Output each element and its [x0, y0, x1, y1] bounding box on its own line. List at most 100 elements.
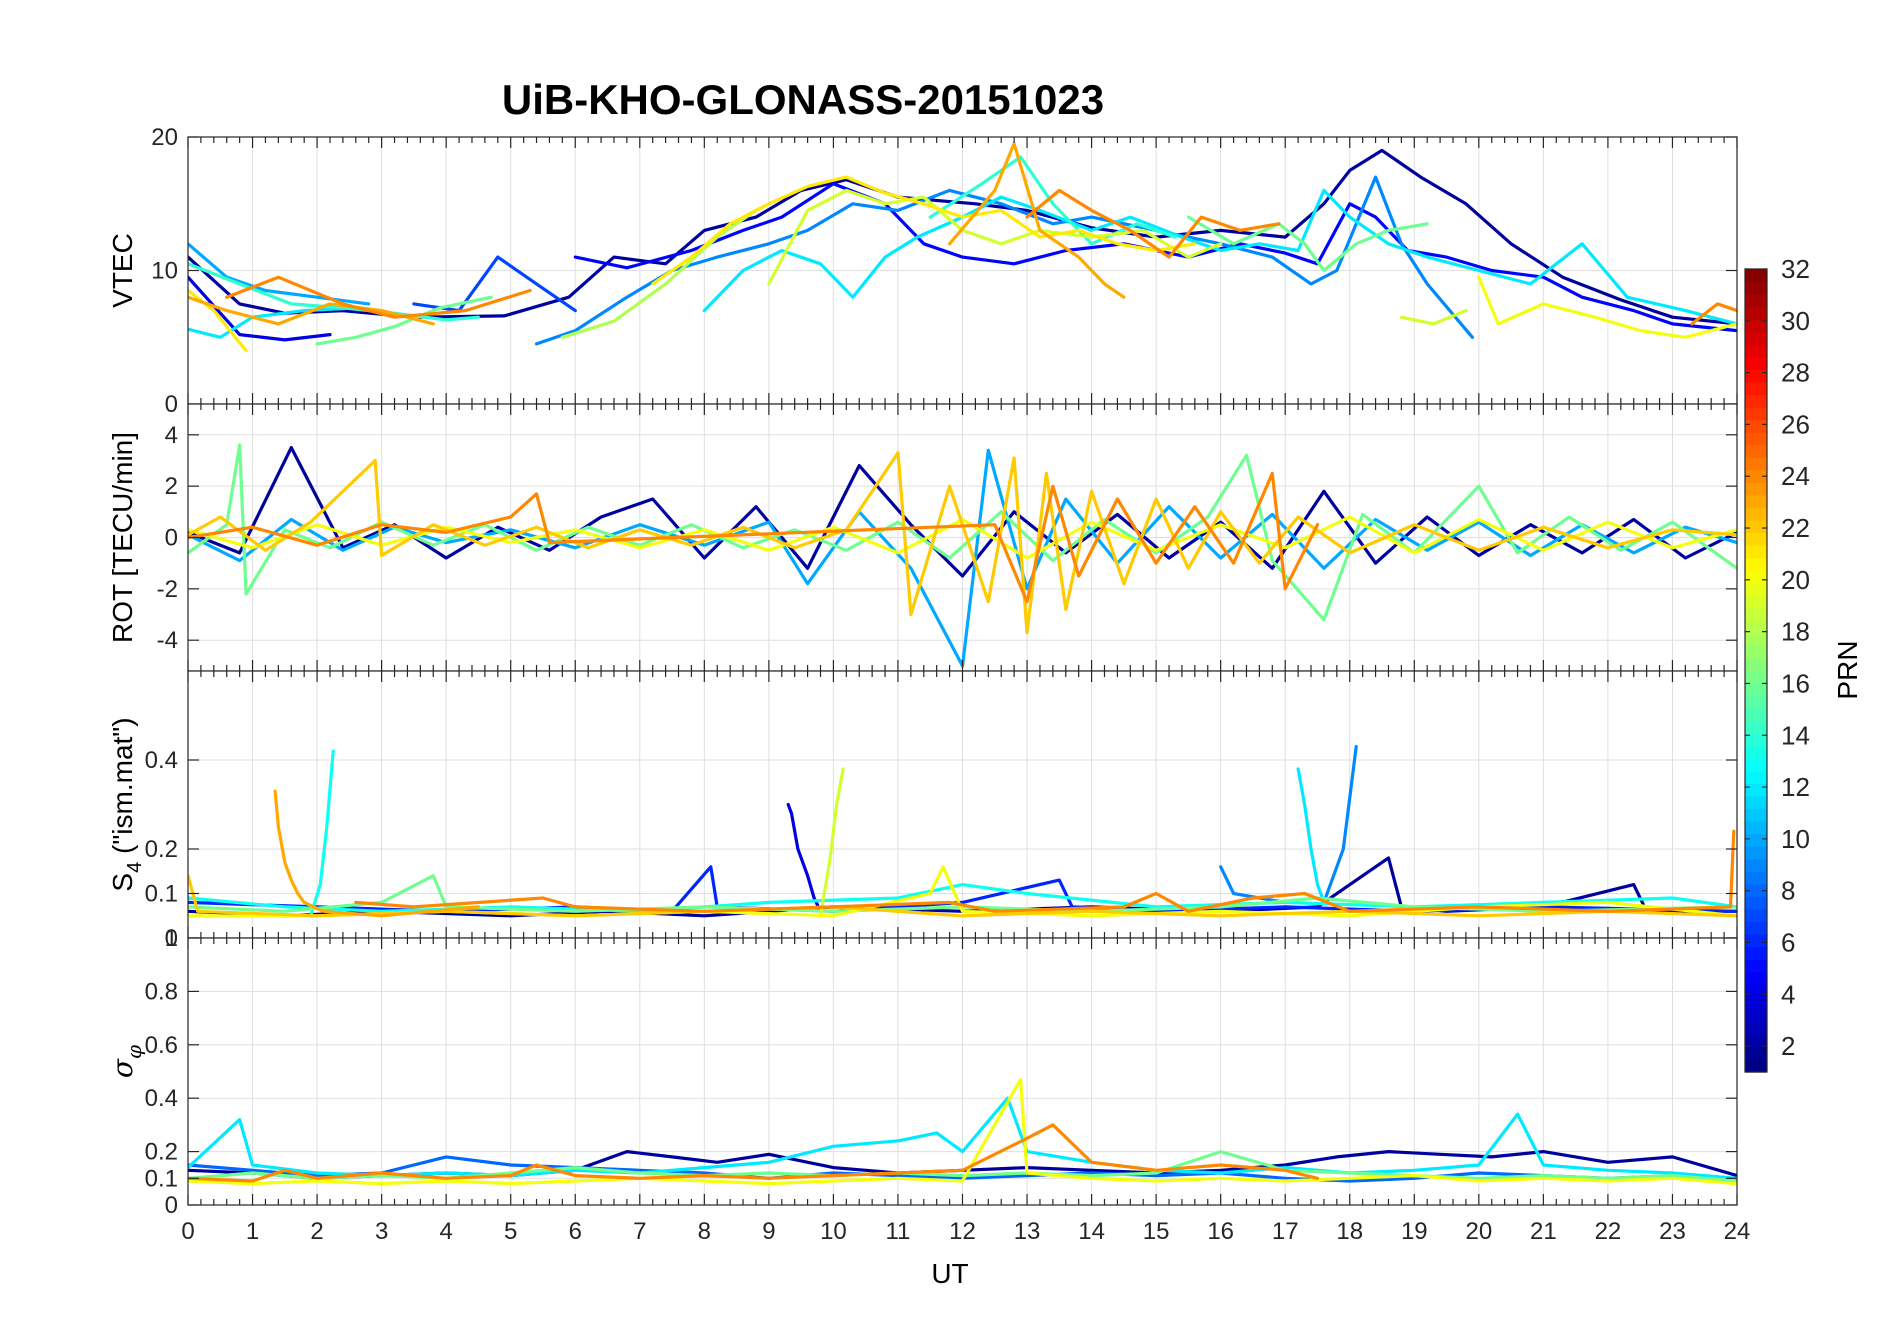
colorbar-segment [1745, 269, 1767, 283]
y-axis-label-vtec: VTEC [107, 233, 138, 308]
series-line-prn-16 [188, 874, 1737, 913]
x-tick-label: 4 [439, 1218, 452, 1245]
colorbar-segment [1745, 846, 1767, 860]
panel-vtec: 0 10 20 VTEC [107, 124, 1738, 418]
y-tick-label: 0.1 [145, 1165, 178, 1192]
colorbar-tick-label: 26 [1781, 409, 1810, 439]
colorbar-segment [1745, 821, 1767, 835]
panel-rot: -4 -2 0 2 4 ROT [TECU/min] [107, 403, 1738, 672]
colorbar-segment [1745, 946, 1767, 960]
colorbar-tick-label: 12 [1781, 772, 1810, 802]
series-line-prn-24 [1025, 188, 1281, 259]
colorbar-segment [1745, 783, 1767, 797]
x-tick-label: 11 [885, 1218, 910, 1245]
x-tick-label: 2 [310, 1218, 323, 1245]
x-tick-label: 20 [1465, 1218, 1492, 1245]
colorbar-segment [1745, 657, 1767, 672]
colorbar-segment [1745, 620, 1767, 634]
colorbar-segment [1745, 770, 1767, 785]
series-line-prn-21 [188, 288, 248, 353]
series-line-prn-23 [188, 295, 435, 326]
colorbar-segment [1745, 908, 1767, 923]
colorbar-tick-label: 6 [1781, 927, 1795, 957]
colorbar-segment [1745, 482, 1767, 496]
colorbar-segment [1745, 933, 1767, 948]
ticks-s4: 0 0.1 0.2 0.4 [145, 671, 1738, 952]
series-group-vtec [188, 142, 1737, 353]
series-line-prn-12 [1296, 767, 1326, 904]
colorbar-segment [1745, 507, 1767, 521]
y-axis-label-main: σ [106, 1058, 139, 1078]
series-line-prn-9 [534, 175, 1474, 346]
series-line-prn-9 [1219, 865, 1287, 904]
ticks-rot: -4 -2 0 2 4 [157, 404, 1738, 671]
colorbar-segment [1745, 871, 1767, 885]
colorbar-segment [1745, 281, 1767, 295]
series-line-prn-24 [225, 275, 532, 319]
y-tick-label: 4 [165, 422, 178, 449]
y-axis-label-sigma_phi: σφ [106, 1045, 146, 1078]
colorbar-segment [1745, 959, 1767, 973]
colorbar-segment [1745, 294, 1767, 308]
colorbar-tick-label: 22 [1781, 513, 1810, 543]
colorbar-segment [1745, 921, 1767, 935]
series-line-prn-19 [767, 188, 1223, 286]
colorbar-segment [1745, 670, 1767, 684]
series-line-prn-2 [188, 148, 1737, 326]
x-tick-label: 17 [1272, 1218, 1299, 1245]
colorbar-segment [1745, 331, 1767, 345]
x-tick-label: 15 [1143, 1218, 1170, 1245]
colorbar-segment [1745, 557, 1767, 571]
series-group-rot [188, 443, 1737, 668]
x-tick-label: 5 [504, 1218, 517, 1245]
colorbar-tick-label: 4 [1781, 979, 1795, 1009]
x-tick-label: 16 [1207, 1218, 1234, 1245]
y-tick-label: -2 [157, 576, 178, 603]
colorbar-segment [1745, 519, 1767, 534]
x-tick-label: 24 [1724, 1218, 1751, 1245]
colorbar-segment [1745, 394, 1767, 408]
x-tick-label: 10 [820, 1218, 847, 1245]
series-line-prn-20 [188, 1077, 1737, 1186]
colorbar-segment [1745, 795, 1767, 810]
y-tick-label: 1 [165, 925, 178, 952]
x-tick-label: 1 [246, 1218, 259, 1245]
colorbar-segment [1745, 858, 1767, 872]
y-axis-label-s4: S4 ("ism.mat") [107, 717, 146, 891]
series-line-prn-19 [818, 767, 845, 918]
y-axis-label-main: S [107, 873, 138, 892]
y-tick-label: 0.2 [145, 836, 178, 863]
colorbar-segment [1745, 607, 1767, 621]
y-tick-label: -4 [157, 627, 178, 654]
grid-s4 [187, 671, 1738, 939]
colorbar-segment [1745, 1021, 1767, 1035]
x-axis-label: UT [931, 1258, 968, 1289]
colorbar-tick-label: 24 [1781, 461, 1810, 491]
colorbar-segment [1745, 896, 1767, 910]
colorbar-segment [1745, 808, 1767, 822]
colorbar-segment [1745, 532, 1767, 546]
colorbar-segment [1745, 883, 1767, 897]
colorbar-segment [1745, 984, 1767, 998]
series-line-prn-23 [948, 142, 1126, 299]
colorbar-segment [1745, 1046, 1767, 1061]
x-tick-label: 13 [1014, 1218, 1041, 1245]
series-line-prn-24 [354, 829, 1736, 913]
colorbar-segment [1745, 733, 1767, 747]
series-line-prn-22 [188, 874, 1737, 918]
series-line-prn-18 [560, 208, 758, 339]
y-tick-label: 0.1 [145, 881, 178, 908]
colorbar-tick-label: 8 [1781, 876, 1795, 906]
x-tick-label: 23 [1659, 1218, 1686, 1245]
y-tick-label: 0 [165, 525, 178, 552]
series-line-prn-2 [188, 446, 1737, 578]
series-group-s4 [188, 745, 1737, 918]
x-tick-label: 22 [1595, 1218, 1622, 1245]
chart-title: UiB-KHO-GLONASS-20151023 [502, 76, 1104, 123]
y-tick-label: 0 [165, 1192, 178, 1219]
series-line-prn-16 [1186, 215, 1429, 273]
